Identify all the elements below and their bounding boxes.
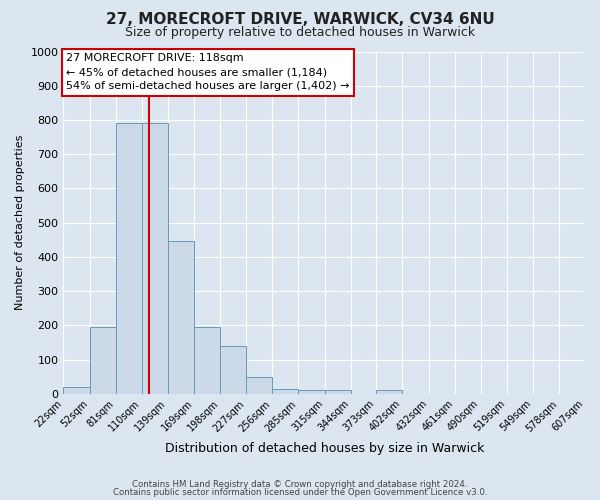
- Bar: [325, 390, 350, 394]
- Bar: [64, 387, 90, 394]
- Bar: [246, 376, 272, 394]
- Text: 27, MORECROFT DRIVE, WARWICK, CV34 6NU: 27, MORECROFT DRIVE, WARWICK, CV34 6NU: [106, 12, 494, 28]
- Bar: [142, 124, 168, 394]
- Bar: [168, 242, 194, 394]
- Text: Size of property relative to detached houses in Warwick: Size of property relative to detached ho…: [125, 26, 475, 39]
- Bar: [116, 124, 142, 394]
- Bar: [220, 346, 246, 394]
- Bar: [298, 390, 325, 394]
- X-axis label: Distribution of detached houses by size in Warwick: Distribution of detached houses by size …: [164, 442, 484, 455]
- Text: Contains public sector information licensed under the Open Government Licence v3: Contains public sector information licen…: [113, 488, 487, 497]
- Text: 27 MORECROFT DRIVE: 118sqm
← 45% of detached houses are smaller (1,184)
54% of s: 27 MORECROFT DRIVE: 118sqm ← 45% of deta…: [66, 53, 350, 91]
- Bar: [194, 327, 220, 394]
- Text: Contains HM Land Registry data © Crown copyright and database right 2024.: Contains HM Land Registry data © Crown c…: [132, 480, 468, 489]
- Y-axis label: Number of detached properties: Number of detached properties: [15, 135, 25, 310]
- Bar: [376, 390, 402, 394]
- Bar: [272, 388, 298, 394]
- Bar: [90, 327, 116, 394]
